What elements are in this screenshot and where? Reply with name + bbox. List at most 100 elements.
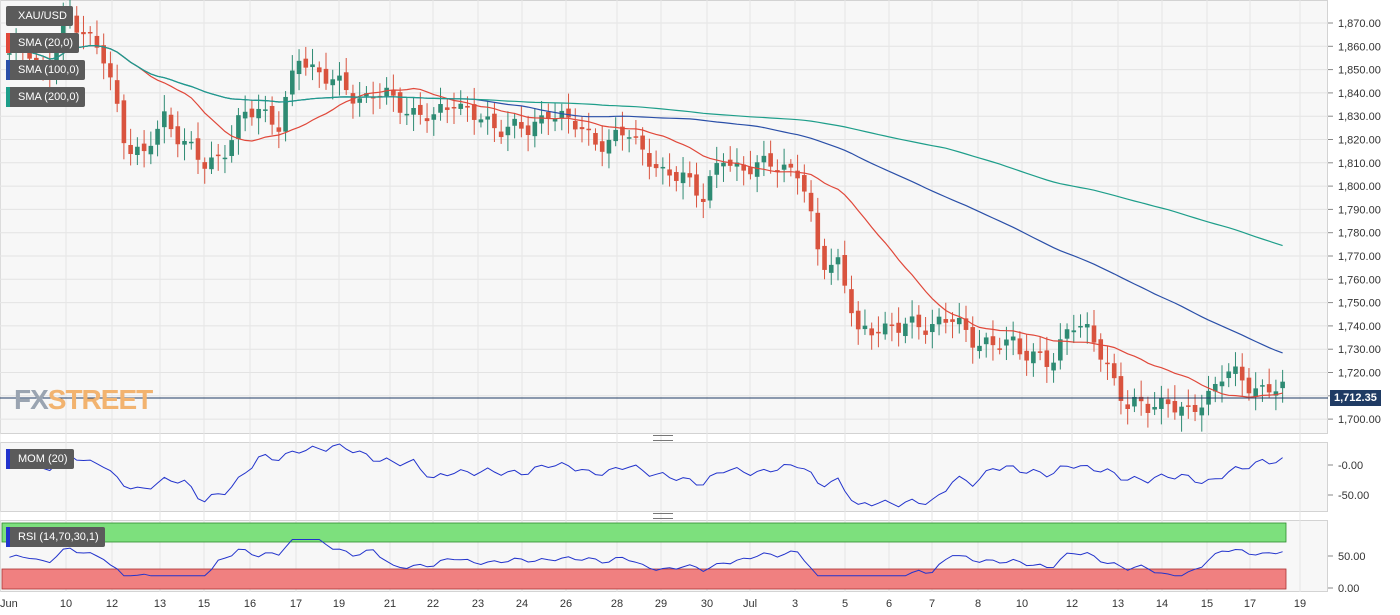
sma20-line xyxy=(9,44,1283,398)
price-tick-label: 1,860.00 xyxy=(1338,41,1381,53)
candle-bearish xyxy=(350,93,356,104)
candle-bearish xyxy=(990,336,996,346)
candle-bearish xyxy=(1145,403,1151,413)
mom-swatch xyxy=(6,449,10,469)
time-tick-label: 13 xyxy=(1112,598,1124,610)
candle-bullish xyxy=(242,111,248,119)
time-tick-label: 14 xyxy=(1156,598,1168,610)
candle-bearish xyxy=(748,167,753,175)
candle-bullish xyxy=(1273,391,1279,396)
candle-bearish xyxy=(87,31,93,34)
sma200-legend[interactable]: SMA (200,0) xyxy=(6,87,86,107)
candle-bearish xyxy=(1091,325,1097,343)
candle-bearish xyxy=(141,143,147,152)
candle-bullish xyxy=(828,264,834,273)
sma20-legend[interactable]: SMA (20,0) xyxy=(6,33,80,53)
sma100-legend[interactable]: SMA (100,0) xyxy=(6,60,86,80)
time-tick-label: 15 xyxy=(198,598,210,610)
candle-bearish xyxy=(418,104,423,115)
candle-bearish xyxy=(795,170,800,179)
candle-bullish xyxy=(263,109,268,111)
pane-resize-handle[interactable] xyxy=(653,435,673,441)
rsi-legend[interactable]: RSI (14,70,30,1) xyxy=(6,527,105,547)
candle-bearish xyxy=(215,154,221,157)
candle-bullish xyxy=(364,93,369,97)
candle-bearish xyxy=(323,68,329,84)
candle-bullish xyxy=(310,64,315,68)
pane-resize-handle[interactable] xyxy=(653,513,673,519)
candle-bearish xyxy=(424,118,430,122)
candle-bullish xyxy=(162,111,167,128)
candle-bullish xyxy=(1084,324,1090,328)
candle-bearish xyxy=(397,92,403,113)
candle-bullish xyxy=(613,129,618,142)
candle-bearish xyxy=(1044,350,1050,367)
candle-bearish xyxy=(842,255,848,286)
candle-bullish xyxy=(862,325,868,330)
candle-bearish xyxy=(963,318,969,330)
candle-bullish xyxy=(680,172,686,184)
current-price-tag: 1,712.35 xyxy=(1330,390,1381,406)
sma20-swatch xyxy=(6,33,10,53)
candle-bearish xyxy=(674,172,679,181)
candle-bullish xyxy=(330,79,336,86)
candle-bullish xyxy=(229,140,234,156)
candle-bullish xyxy=(337,75,342,81)
momentum-pane[interactable] xyxy=(0,442,1328,512)
candle-bearish xyxy=(276,127,282,132)
candle-bullish xyxy=(930,324,935,333)
candle-bearish xyxy=(343,72,349,91)
candle-bullish xyxy=(431,114,437,120)
candle-bullish xyxy=(714,163,720,175)
candle-bearish xyxy=(168,114,174,130)
candle-bearish xyxy=(1024,350,1029,361)
candle-bullish xyxy=(155,128,160,145)
candle-bullish xyxy=(754,162,760,177)
candle-bearish xyxy=(667,169,672,176)
candle-bullish xyxy=(761,155,767,163)
candle-bullish xyxy=(1031,351,1036,364)
time-tick-label: 10 xyxy=(60,598,72,610)
candle-bearish xyxy=(1111,363,1117,379)
time-tick-label: Jun xyxy=(0,598,18,610)
candle-bullish xyxy=(559,110,565,119)
time-tick-label: 19 xyxy=(333,598,345,610)
candle-bullish xyxy=(1071,330,1077,333)
time-tick-label: 16 xyxy=(244,598,256,610)
candle-bullish xyxy=(1058,339,1063,361)
candle-bullish xyxy=(290,70,295,95)
sma100-line xyxy=(9,44,1283,354)
price-chart-pane[interactable] xyxy=(0,0,1328,434)
price-tick-label: 1,730.00 xyxy=(1338,344,1381,356)
mom-legend[interactable]: MOM (20) xyxy=(6,449,74,469)
candle-bullish xyxy=(1159,398,1164,409)
candle-bearish xyxy=(303,58,309,68)
candle-bearish xyxy=(74,15,80,33)
candle-bullish xyxy=(135,146,140,155)
mom-tick-label: -0.00 xyxy=(1338,460,1363,472)
candle-bullish xyxy=(512,118,517,126)
candle-bearish xyxy=(896,322,901,333)
candle-bullish xyxy=(626,137,632,139)
time-tick-label: 17 xyxy=(1244,598,1256,610)
price-tick-label: 1,760.00 xyxy=(1338,274,1381,286)
candle-bearish xyxy=(34,57,39,61)
symbol-label[interactable]: XAU/USD xyxy=(6,6,73,26)
rsi-line xyxy=(9,539,1283,577)
candle-bullish xyxy=(357,98,362,103)
candle-bearish xyxy=(815,212,821,250)
candle-bearish xyxy=(889,324,895,327)
candle-bullish xyxy=(532,121,538,137)
rsi-oversold-band xyxy=(1,568,1287,590)
candle-bearish xyxy=(1172,401,1178,413)
mom-tick-label: -50.00 xyxy=(1338,490,1369,502)
candle-bearish xyxy=(101,45,106,64)
candle-bearish xyxy=(943,319,949,323)
candle-bearish xyxy=(451,106,457,109)
candle-bullish xyxy=(781,164,787,170)
candle-bearish xyxy=(876,331,881,334)
candle-bullish xyxy=(1064,329,1070,339)
time-tick-label: 28 xyxy=(611,598,623,610)
candle-bearish xyxy=(647,153,652,167)
candle-bullish xyxy=(256,108,261,119)
